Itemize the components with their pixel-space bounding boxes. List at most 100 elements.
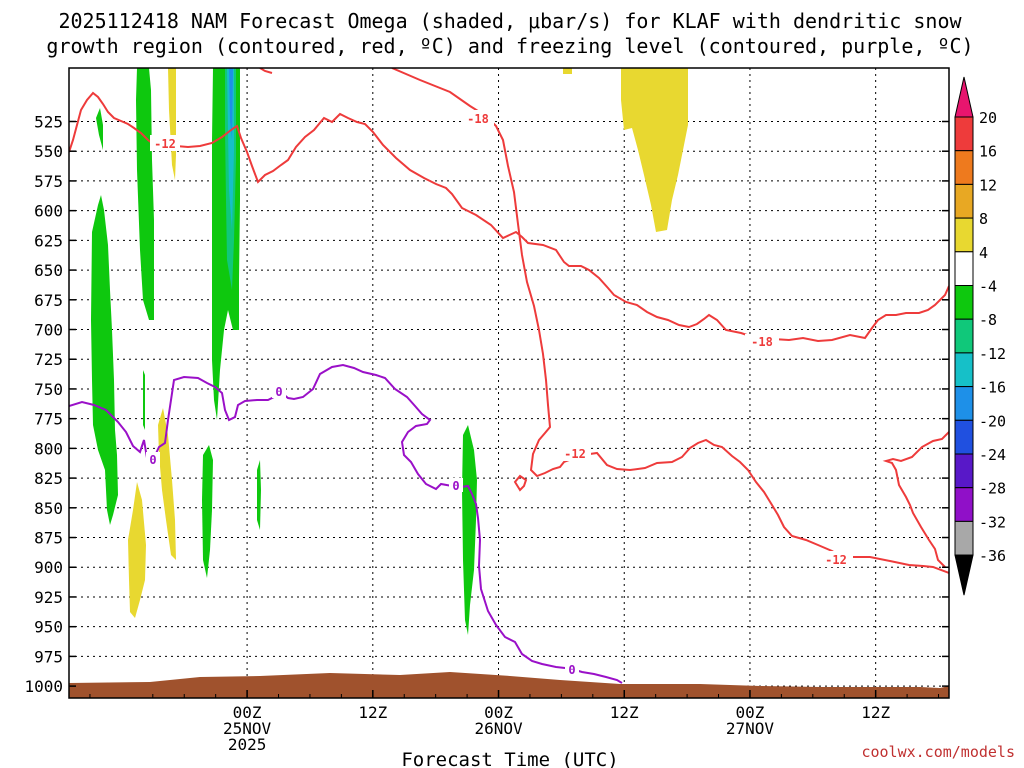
freezing-label: 0 [568, 663, 575, 677]
y-tick-label: 550 [34, 142, 63, 161]
y-tick-label: 750 [34, 380, 63, 399]
colorbar-label: -16 [979, 379, 1006, 397]
chart-title-line1: 2025112418 NAM Forecast Omega (shaded, μ… [58, 9, 962, 33]
omega-region-yellow [563, 68, 572, 74]
y-tick-label: 925 [34, 588, 63, 607]
colorbar-label: -24 [979, 446, 1006, 464]
terrain-below-ground [69, 672, 949, 698]
colorbar-swatch [954, 183, 974, 219]
y-tick-label: 825 [34, 469, 63, 488]
y-tick-label: 850 [34, 499, 63, 518]
omega-region-green [96, 108, 103, 150]
x-axis-label: Forecast Time (UTC) [401, 749, 618, 768]
dgz-contour-minus12 [69, 91, 949, 343]
omega-region-green [143, 370, 145, 430]
freezing-label: 0 [275, 385, 282, 399]
omega-region-yellow [168, 68, 176, 180]
y-tick-label: 600 [34, 202, 63, 221]
x-tick-label: 12Z [610, 703, 639, 722]
x-tick-label: 12Z [358, 703, 387, 722]
y-tick-label: 700 [34, 321, 63, 340]
colorbar-swatch [954, 487, 974, 522]
y-axis-pressure: 525 550 575 600 625 650 675 700 725 750 775 800 825 8… [24, 112, 949, 696]
colorbar-label: -36 [979, 547, 1006, 565]
dgz-contour-small-loop [513, 474, 528, 492]
colorbar-label: 20 [979, 109, 997, 127]
dgz-label: -18 [467, 112, 489, 126]
colorbar-label: -8 [979, 311, 997, 329]
omega-region-green [136, 68, 154, 320]
omega-region-blue [229, 68, 233, 140]
x-tick-label: 00Z [233, 703, 262, 722]
x-tick-label: 26NOV [474, 719, 523, 738]
plot-frame [68, 67, 950, 699]
colorbar-swatch [954, 285, 974, 320]
dgz-contour-minus18 [391, 68, 949, 574]
dgz-contours [69, 68, 949, 574]
colorbar-swatch [954, 419, 974, 455]
colorbar-arrow-bottom [954, 554, 974, 596]
x-tick-label: 27NOV [726, 719, 775, 738]
colorbar-swatch [954, 217, 974, 253]
colorbar-label: -12 [979, 345, 1006, 363]
colorbar-label: -28 [979, 480, 1006, 498]
dgz-label: -18 [751, 335, 773, 349]
omega-region-yellow [158, 408, 176, 560]
omega-region-green [257, 460, 261, 530]
omega-region-yellow [128, 482, 146, 618]
freezing-contour-0c [69, 363, 623, 684]
plot-area: -12 -18 -18 -12 -12 0 0 0 0 [69, 68, 949, 698]
omega-region-yellow [621, 68, 688, 232]
contour-labels: -12 -18 -18 -12 -12 0 0 0 0 [146, 110, 853, 677]
dgz-contour-minus12-east [882, 431, 949, 568]
credit-text: coolwx.com/models [861, 743, 1015, 761]
x-tick-label: 00Z [484, 703, 513, 722]
colorbar-swatch [954, 386, 974, 421]
y-tick-label: 650 [34, 261, 63, 280]
y-tick-label: 875 [34, 529, 63, 548]
colorbar-label: -32 [979, 513, 1006, 531]
colorbar-swatch [954, 251, 974, 287]
dgz-label: -12 [154, 137, 176, 151]
y-tick-label: 675 [34, 291, 63, 310]
x-tick-label: 2025 [228, 735, 267, 754]
colorbar: 20 16 12 8 4 -4 -8 -12 -16 -20 -24 -28 -32 -36 [954, 76, 1006, 596]
colorbar-label: 4 [979, 244, 988, 262]
x-tick-label: 25NOV [223, 719, 272, 738]
colorbar-arrow-top [954, 76, 974, 118]
omega-shading [91, 68, 688, 635]
y-tick-label: 1000 [24, 677, 63, 696]
y-tick-label: 900 [34, 558, 63, 577]
dgz-label: -12 [564, 447, 586, 461]
y-tick-label: 625 [34, 231, 63, 250]
omega-region-green [91, 195, 118, 525]
x-tick-label: 00Z [735, 703, 764, 722]
gridlines [69, 68, 949, 698]
chart-title-line2: growth region (contoured, red, ºC) and f… [46, 34, 973, 58]
freezing-label: 0 [149, 453, 156, 467]
freezing-level-contour [69, 363, 623, 684]
freezing-label: 0 [452, 479, 459, 493]
colorbar-swatch [954, 116, 974, 152]
dgz-contour-minus18 [259, 68, 273, 74]
colorbar-label: 8 [979, 210, 988, 228]
colorbar-swatch [954, 150, 974, 185]
y-tick-label: 525 [34, 112, 63, 131]
y-tick-label: 800 [34, 439, 63, 458]
y-tick-label: 950 [34, 618, 63, 637]
colorbar-swatch [954, 318, 974, 354]
colorbar-label: -4 [979, 278, 997, 296]
y-tick-label: 975 [34, 647, 63, 666]
colorbar-label: 16 [979, 143, 997, 161]
omega-region-green [202, 445, 213, 578]
y-tick-label: 775 [34, 410, 63, 429]
y-tick-label: 575 [34, 172, 63, 191]
omega-region-green [462, 425, 477, 635]
colorbar-label: -20 [979, 412, 1006, 430]
colorbar-swatch [954, 352, 974, 388]
colorbar-label: 12 [979, 176, 997, 194]
x-tick-label: 12Z [861, 703, 890, 722]
dgz-label: -12 [825, 553, 847, 567]
